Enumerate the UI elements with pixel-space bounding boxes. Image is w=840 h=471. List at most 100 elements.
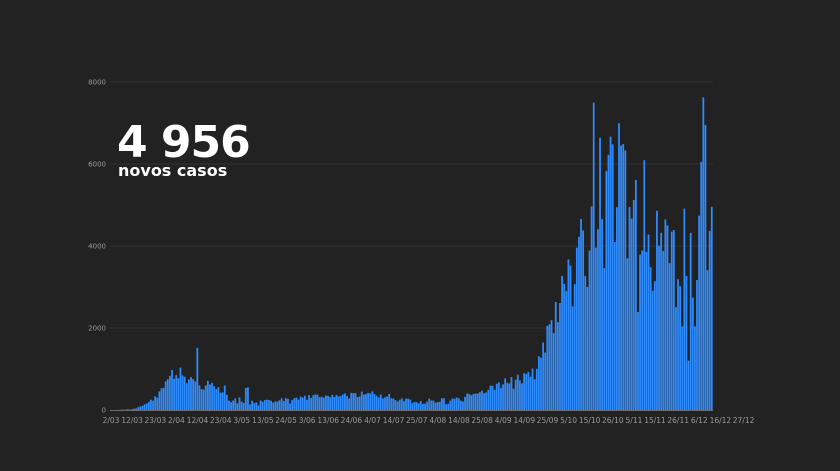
bar [445,404,447,410]
bar [662,250,665,410]
bar [312,395,315,410]
bar [535,368,538,410]
x-tick-label: 24/05 [275,416,297,425]
bar [630,218,633,410]
bar [683,208,686,410]
bar [365,394,367,410]
bar [339,396,342,410]
bar [660,232,663,410]
y-tick-label: 4000 [88,243,106,251]
bar [261,401,264,410]
bar [320,396,323,410]
x-tick-label: 3/06 [299,416,316,425]
bar [563,283,566,410]
bar [710,206,713,410]
bar [413,401,416,410]
bar [476,393,479,410]
bar [510,377,513,410]
bar [166,379,169,410]
bar [400,398,403,410]
bar [350,392,353,410]
bar [544,352,547,410]
x-tick-label: 15/10 [579,416,601,425]
bar [236,403,239,410]
bar [438,401,441,410]
bar [527,372,530,410]
bar [487,389,490,410]
bar [472,393,475,410]
bar [230,402,232,410]
bar [620,145,622,410]
bar [398,399,401,410]
bar [126,409,129,410]
bar [251,400,254,410]
bar [590,206,593,410]
bar [634,179,637,410]
bar [529,376,532,410]
bar [443,398,445,410]
bar [325,395,327,410]
bar [190,377,192,410]
bar [386,396,388,410]
bar [263,400,266,410]
bar [599,137,601,410]
headline-value: 4 956 [117,117,251,168]
bar [367,392,369,410]
bar [160,388,163,410]
bar [185,383,188,410]
bar [504,378,507,410]
bar [702,97,705,410]
bar [516,374,519,410]
bar [139,406,142,410]
bar [234,398,237,410]
bar [211,382,213,410]
bar [691,297,694,410]
y-tick-label: 8000 [88,79,106,87]
bar [152,400,154,410]
bar [645,251,648,410]
bar [651,290,654,410]
bar [441,398,443,410]
x-tick-label: 13/05 [252,416,274,425]
x-tick-label: 3/05 [233,416,250,425]
bar [424,403,426,410]
bar [554,301,557,410]
bar [434,402,437,410]
y-tick-label: 2000 [88,325,106,333]
bar [259,400,262,410]
bar [289,403,291,410]
bar [500,387,502,410]
bar [622,144,625,410]
bar [173,378,176,410]
bar [379,394,382,410]
bar [616,207,618,410]
bar [605,171,608,410]
bar [689,232,692,410]
bar [502,384,504,410]
bar [624,150,627,410]
bar [588,250,591,410]
bar [344,393,346,410]
bar [681,326,684,410]
bar [369,393,372,410]
bar [164,381,167,410]
bar [150,399,152,410]
bar [249,404,251,410]
y-axis-ticks: 0 2000 4000 6000 8000 [88,79,106,415]
bar [171,369,173,410]
bar [303,395,306,410]
bar [679,286,682,410]
bar [525,374,528,410]
bar [240,401,243,410]
bar [253,403,256,410]
bar [375,395,378,410]
bar [694,326,696,410]
bar [464,396,466,410]
x-tick-label: 26/10 [602,416,624,425]
bar [322,397,325,410]
x-tick-label: 12/03 [121,416,143,425]
bar [422,403,424,410]
bar [643,160,646,410]
bar [432,400,435,410]
bar [348,398,351,410]
